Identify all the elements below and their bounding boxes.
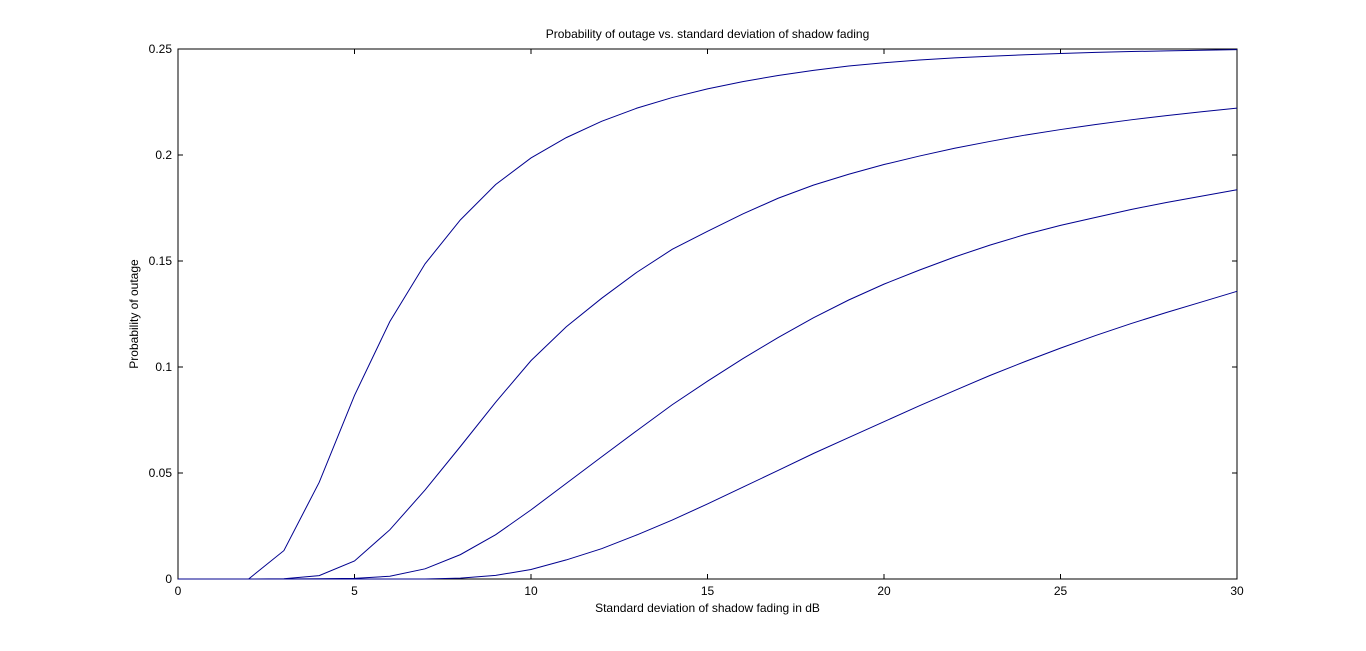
- y-axis-label: Probability of outage: [127, 259, 141, 369]
- plot-area: [177, 48, 1238, 580]
- x-tick-label: 30: [1230, 584, 1244, 598]
- x-tick-label: 25: [1054, 584, 1068, 598]
- x-tick-label: 15: [701, 584, 715, 598]
- chart-title: Probability of outage vs. standard devia…: [546, 27, 870, 41]
- x-tick-label: 5: [351, 584, 358, 598]
- series-lines: [178, 49, 1238, 580]
- series-line-2: [178, 107, 1238, 580]
- series-line-1: [178, 49, 1238, 580]
- y-tick-label: 0.05: [149, 466, 173, 480]
- y-tick-label: 0: [165, 572, 172, 586]
- series-line-3: [178, 189, 1238, 580]
- x-tick-label: 0: [175, 584, 182, 598]
- x-tick-label: 20: [877, 584, 891, 598]
- x-axis-label: Standard deviation of shadow fading in d…: [595, 601, 820, 615]
- x-tick-label: 10: [524, 584, 538, 598]
- y-tick-label: 0.1: [155, 360, 172, 374]
- ticks: 0 5 10 15 20 25 30 0 0.05 0.1 0.15 0.2 0.25: [149, 42, 1244, 598]
- y-tick-label: 0.25: [149, 42, 173, 56]
- series-line-4: [178, 290, 1238, 580]
- y-tick-label: 0.15: [149, 254, 173, 268]
- y-tick-label: 0.2: [155, 148, 172, 162]
